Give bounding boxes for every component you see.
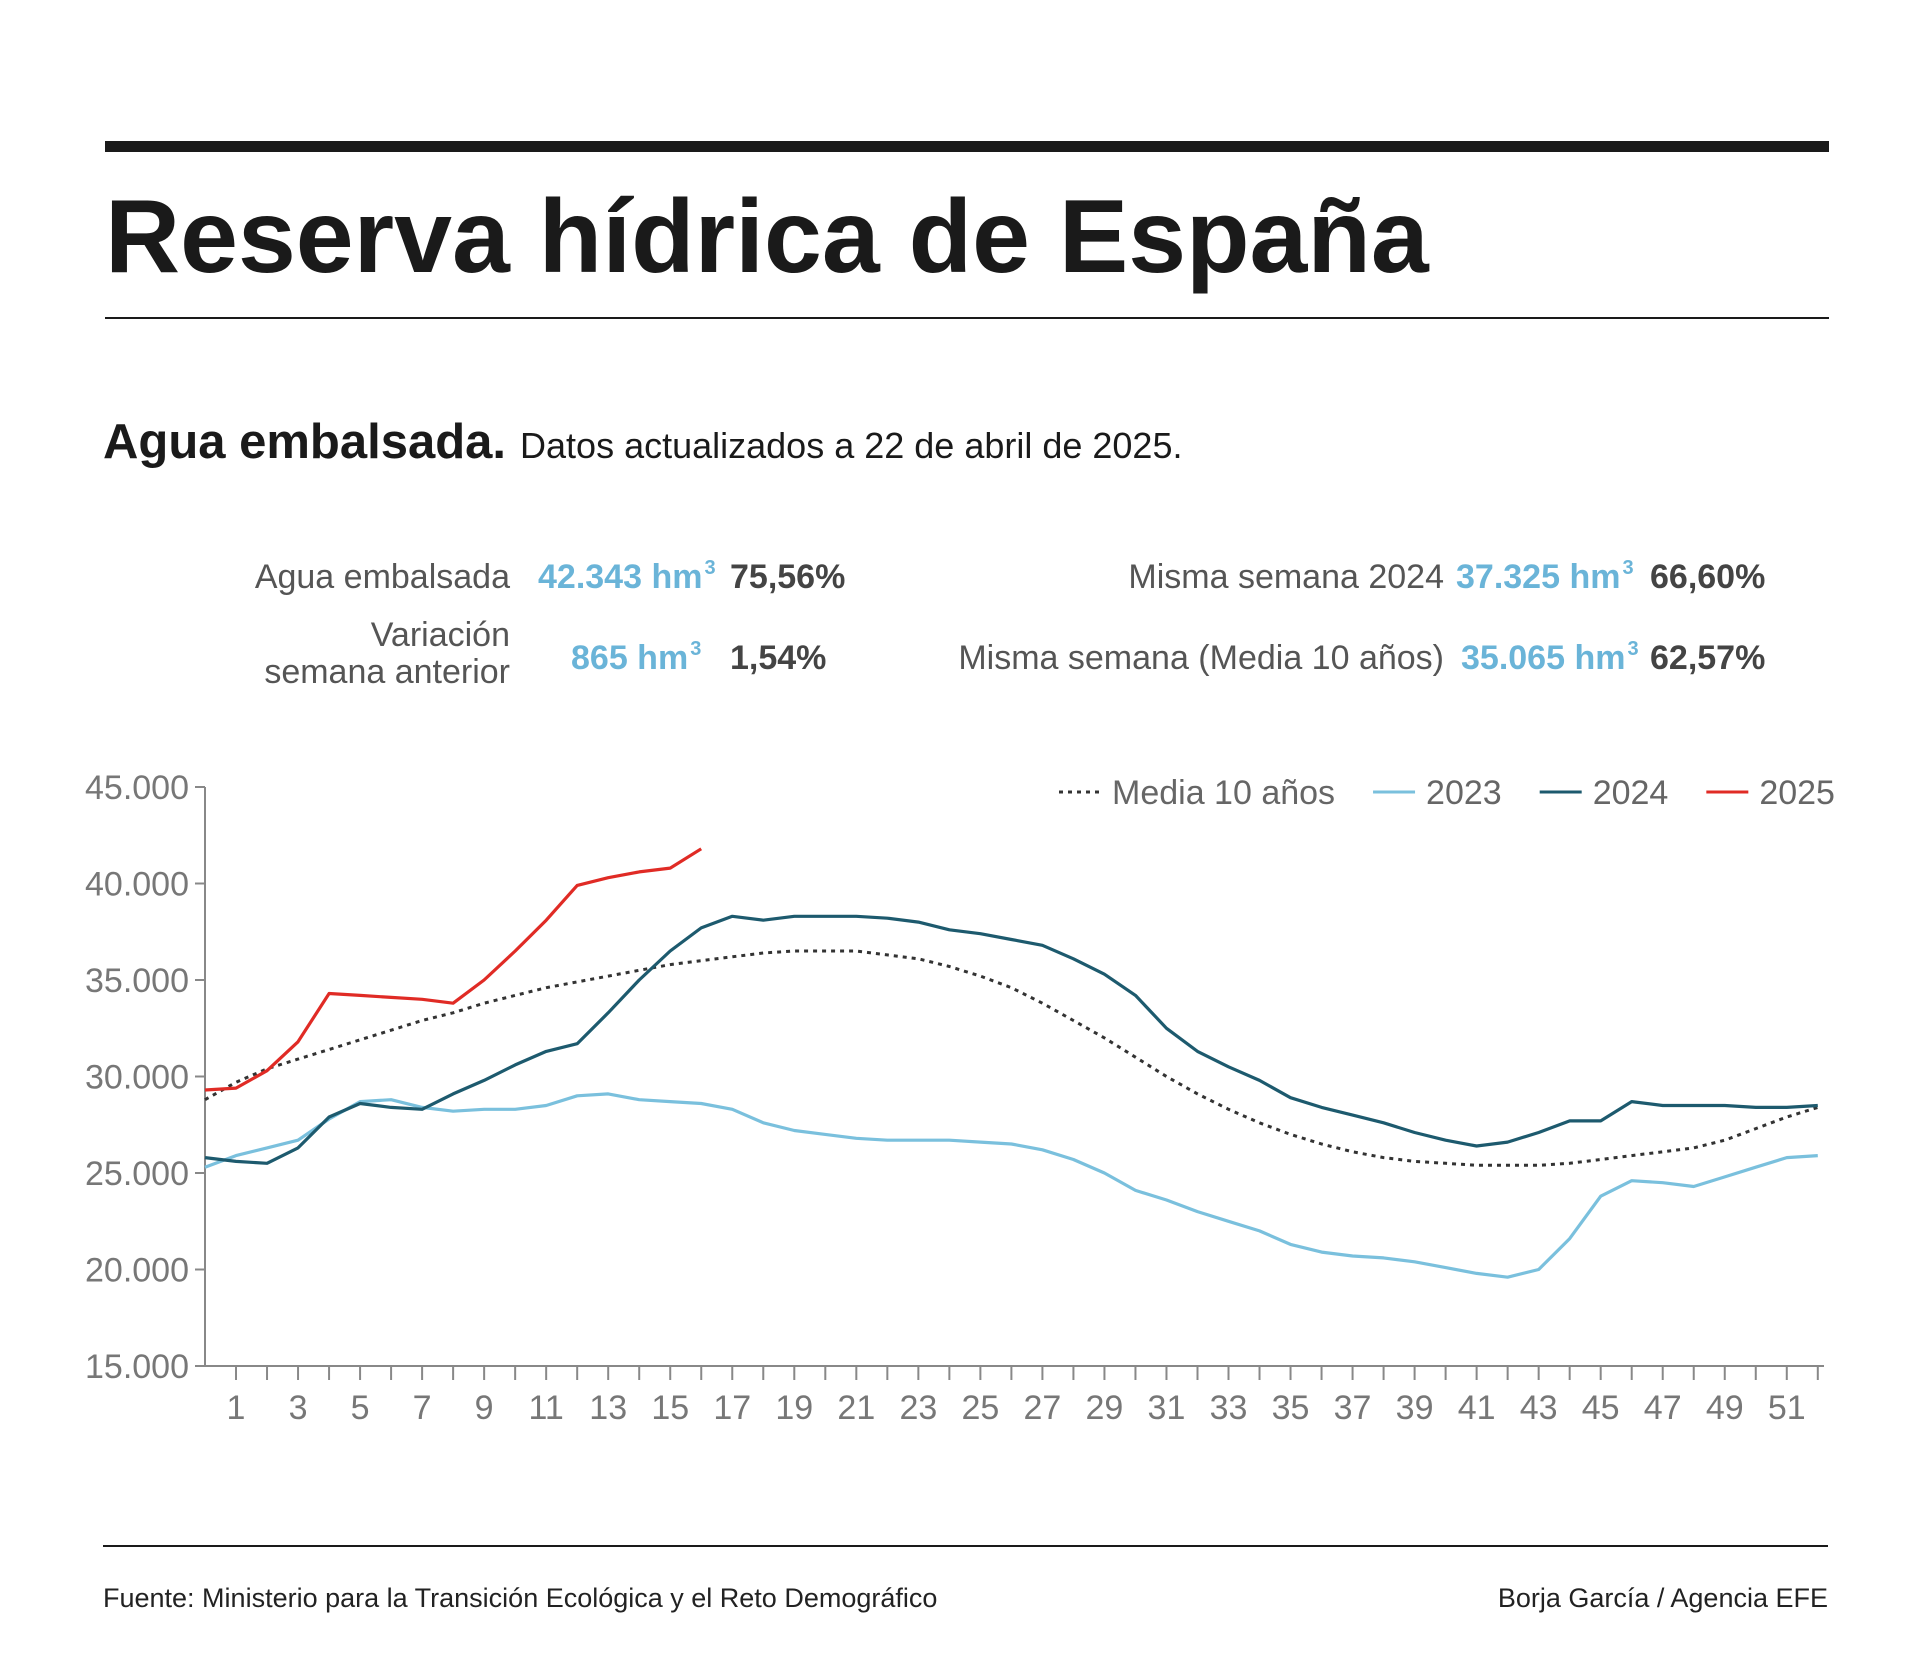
- x-tick-label: 35: [1272, 1389, 1310, 1427]
- x-tick-label: 47: [1644, 1389, 1682, 1427]
- x-tick-label: 1: [227, 1389, 246, 1427]
- x-tick-label: 7: [413, 1389, 432, 1427]
- stat-label: Variación: [371, 616, 510, 654]
- series-line: [204, 1092, 1818, 1279]
- stat-amount: 42.343 hm: [538, 558, 702, 596]
- y-tick-label: 45.000: [85, 769, 189, 807]
- x-tick-label: 33: [1210, 1389, 1248, 1427]
- x-tick-label: 27: [1023, 1389, 1061, 1427]
- stat-label: semana anterior: [264, 653, 510, 691]
- x-tick-label: 9: [475, 1389, 494, 1427]
- subtitle-text: Datos actualizados a 22 de abril de 2025…: [520, 425, 1182, 466]
- stat-amount: 865 hm: [571, 639, 688, 677]
- x-tick-label: 13: [589, 1389, 627, 1427]
- y-tick-label: 20.000: [85, 1252, 189, 1290]
- chart: 15.000 20.000 25.000 30.000 35.000 40.000 45.0…: [85, 769, 1835, 1427]
- x-tick-label: 37: [1334, 1389, 1372, 1427]
- x-tick-label: 19: [775, 1389, 813, 1427]
- y-tick-label: 35.000: [85, 962, 189, 1000]
- stat-amount: 37.325 hm: [1456, 558, 1620, 596]
- stat-percent: 62,57%: [1650, 639, 1765, 677]
- x-tick-label: 45: [1582, 1389, 1620, 1427]
- stat-exponent: 3: [1627, 638, 1638, 660]
- x-tick-label: 51: [1768, 1389, 1806, 1427]
- x-tick-label: 39: [1396, 1389, 1434, 1427]
- series-line: [204, 914, 1818, 1165]
- legend-label: 2025: [1759, 774, 1835, 812]
- x-tick-label: 31: [1148, 1389, 1186, 1427]
- x-tick-label: 29: [1086, 1389, 1124, 1427]
- stat-label: Agua embalsada: [255, 558, 510, 596]
- y-tick-label: 15.000: [85, 1348, 189, 1386]
- stat-percent: 66,60%: [1650, 558, 1765, 596]
- subtitle: Agua embalsada. Datos actualizados a 22 d…: [103, 415, 1182, 469]
- title: Reserva hídrica de España: [105, 179, 1430, 295]
- source: Fuente: Ministerio para la Transición Ec…: [103, 1583, 937, 1613]
- x-tick-label: 11: [529, 1389, 564, 1427]
- x-tick-label: 25: [961, 1389, 999, 1427]
- x-tick-label: 15: [651, 1389, 689, 1427]
- stats: Agua embalsada 42.343 hm 3 75,56%Variacións…: [255, 557, 1766, 691]
- stat-exponent: 3: [704, 557, 715, 579]
- x-tick-label: 23: [899, 1389, 937, 1427]
- stat-exponent: 3: [690, 638, 701, 660]
- subtitle-bold: Agua embalsada.: [103, 415, 506, 469]
- x-tick-label: 41: [1458, 1389, 1496, 1427]
- x-tick-label: 5: [351, 1389, 370, 1427]
- credit: Borja García / Agencia EFE: [1498, 1583, 1828, 1613]
- legend-label: 2024: [1593, 774, 1669, 812]
- x-tick-label: 3: [289, 1389, 308, 1427]
- stat-exponent: 3: [1622, 557, 1633, 579]
- series-line: [204, 847, 703, 1092]
- x-tick-label: 17: [713, 1389, 751, 1427]
- series-line: [204, 949, 1819, 1167]
- legend-label: 2023: [1426, 774, 1502, 812]
- stat-percent: 1,54%: [730, 639, 826, 677]
- x-tick-label: 21: [837, 1389, 875, 1427]
- legend-label: Media 10 años: [1112, 774, 1335, 812]
- y-tick-label: 40.000: [85, 866, 189, 904]
- x-tick-label: 43: [1520, 1389, 1558, 1427]
- stat-label: Misma semana (Media 10 años): [958, 639, 1444, 677]
- stat-amount: 35.065 hm: [1461, 639, 1625, 677]
- x-tick-label: 49: [1706, 1389, 1744, 1427]
- y-tick-label: 30.000: [85, 1059, 189, 1097]
- stat-percent: 75,56%: [730, 558, 845, 596]
- top-rule: [105, 141, 1829, 152]
- stat-label: Misma semana 2024: [1128, 558, 1444, 596]
- y-tick-label: 25.000: [85, 1155, 189, 1193]
